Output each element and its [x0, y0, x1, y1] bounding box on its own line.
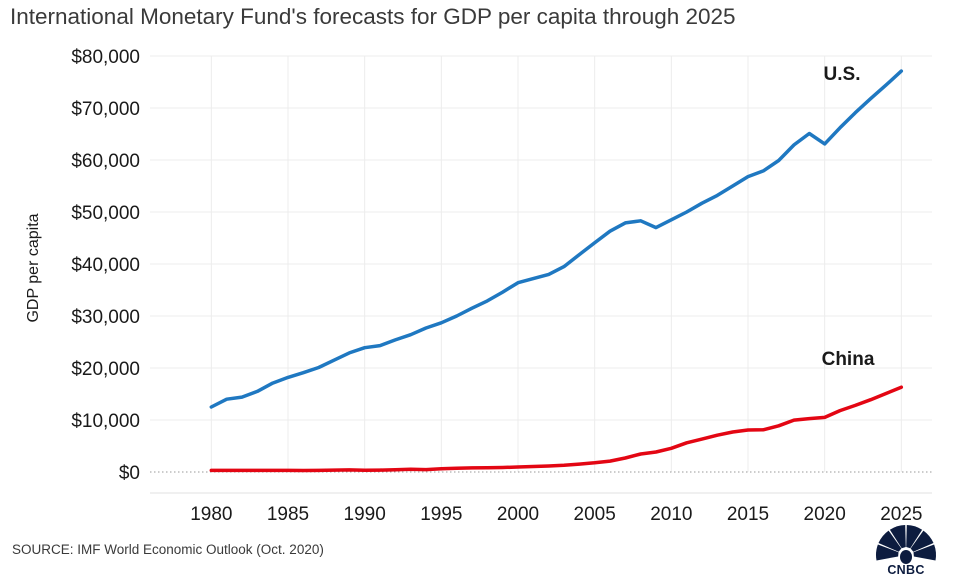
axes: $0 $10,000 $20,000 $30,000 $40,000 $50,000 $60… — [71, 47, 932, 525]
series-label-china: China — [822, 349, 875, 370]
x-tick-label: 2020 — [804, 504, 846, 525]
y-tick-label: $0 — [119, 463, 140, 484]
logo-feather — [875, 544, 899, 561]
logo-body — [900, 550, 912, 564]
y-tick-label: $80,000 — [71, 47, 140, 68]
x-tick-label: 1985 — [267, 504, 309, 525]
cnbc-peacock-logo — [875, 525, 937, 564]
logo-feather — [913, 544, 937, 561]
gridlines — [150, 55, 932, 472]
y-axis-title: GDP per capita — [25, 213, 42, 322]
x-tick-label: 1980 — [190, 504, 232, 525]
y-tick-label: $70,000 — [71, 99, 140, 120]
series-line-us — [209, 69, 904, 409]
y-tick-label: $20,000 — [71, 359, 140, 380]
y-tick-label: $10,000 — [71, 411, 140, 432]
logo-feather — [878, 530, 902, 552]
x-tick-label: 2005 — [574, 504, 616, 525]
x-tick-label: 2015 — [727, 504, 769, 525]
y-tick-label: $60,000 — [71, 151, 140, 172]
logo-feather — [889, 525, 906, 549]
y-tick-label: $30,000 — [71, 307, 140, 328]
y-tick-label: $40,000 — [71, 255, 140, 276]
series-label-us: U.S. — [824, 64, 861, 85]
x-tick-label: 1990 — [344, 504, 386, 525]
chart-title: International Monetary Fund's forecasts … — [10, 4, 736, 29]
logo-feather — [910, 530, 934, 552]
x-tick-label: 2000 — [497, 504, 539, 525]
series-labels: U.S. China — [822, 64, 875, 370]
x-tick-label: 2025 — [880, 504, 922, 525]
series-lines — [209, 69, 904, 473]
series-line-china — [209, 385, 904, 473]
y-tick-label: $50,000 — [71, 203, 140, 224]
x-tick-label: 2010 — [650, 504, 692, 525]
logo-feather — [906, 525, 923, 549]
x-tick-label: 1995 — [420, 504, 462, 525]
cnbc-wordmark: CNBC — [887, 563, 925, 577]
source-note: SOURCE: IMF World Economic Outlook (Oct.… — [12, 542, 324, 557]
